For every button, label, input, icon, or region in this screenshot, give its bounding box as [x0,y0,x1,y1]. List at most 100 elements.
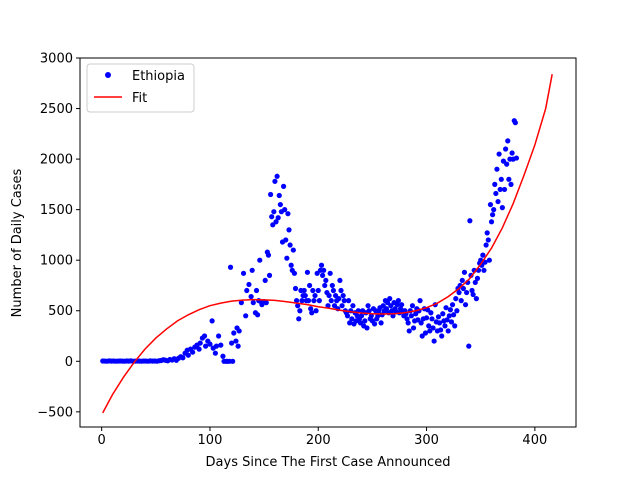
data-point [422,330,429,336]
data-point [306,282,313,289]
data-point [444,317,450,323]
x-axis-label: Days Since The First Case Announced [206,455,451,470]
data-point [366,308,372,314]
data-point [246,281,252,288]
data-point [496,151,502,157]
data-point [269,214,275,220]
data-point [314,270,320,276]
data-point [336,296,342,302]
data-point [196,346,202,352]
data-point [262,277,268,284]
x-tick-label: 0 [98,433,106,448]
data-point [349,316,355,322]
data-point [213,343,220,349]
data-point [486,257,492,263]
data-point [506,176,512,182]
data-point [395,298,401,304]
data-point [405,320,411,326]
data-point [438,327,444,333]
data-point [494,166,500,172]
data-point [290,247,296,253]
data-point [440,311,446,317]
data-point [498,176,504,182]
data-point [281,183,287,189]
x-axis: 0 100 200 300 400 [98,427,547,448]
data-point [271,209,277,215]
data-point [453,296,459,302]
legend-label-fit: Fit [132,91,147,106]
data-point [419,333,425,339]
data-point [230,358,236,364]
data-point [509,150,515,156]
data-point [357,320,364,326]
data-point [273,219,279,225]
data-point [253,287,260,294]
data-point [362,318,368,324]
data-point [470,291,476,298]
plot-frame [79,57,577,428]
data-point [310,287,316,294]
data-point [383,306,390,312]
data-point [301,287,307,294]
data-point [439,333,445,339]
data-point [285,211,291,217]
data-point [380,303,386,309]
data-point [296,316,302,322]
data-point [484,230,490,236]
data-point [347,320,353,326]
data-point [504,161,510,167]
data-point [513,155,520,161]
data-point [499,205,505,211]
data-point [321,267,327,273]
data-point [288,262,294,268]
data-point [413,311,419,317]
data-point [248,293,254,300]
data-point [464,289,470,296]
x-tick-label: 400 [522,433,547,448]
data-point [328,298,334,304]
data-point [323,277,329,284]
data-point [207,341,213,347]
data-point [340,292,346,299]
data-point [426,323,432,329]
data-point [472,279,478,286]
x-tick-label: 200 [306,433,331,448]
data-point [326,292,332,299]
data-point [466,343,472,349]
data-point [350,303,356,309]
data-point [265,252,272,258]
data-point [427,328,433,334]
data-point [275,215,281,221]
data-point [255,312,261,318]
data-point [250,300,256,306]
data-point [270,222,276,228]
data-point [492,181,498,187]
data-point [345,298,352,304]
data-point [501,186,508,193]
data-point [299,298,305,304]
data-point [417,298,423,304]
data-point [231,330,237,336]
data-point [220,353,226,359]
data-point [311,298,317,304]
data-point [462,302,469,308]
data-point [283,237,289,243]
data-point [454,308,460,314]
x-tick-label: 100 [198,433,223,448]
data-point [218,342,224,348]
data-point [431,338,437,344]
data-point [286,227,292,233]
data-point [371,321,378,327]
y-tick-label: 3000 [40,52,73,67]
plot-area [100,74,553,414]
data-point [319,272,326,278]
data-point [430,325,436,331]
data-point [497,186,503,193]
data-point [473,296,479,302]
data-point [327,270,333,276]
data-point [436,320,443,326]
data-point [274,173,280,179]
data-point [451,312,457,318]
data-point [500,158,507,164]
data-point [266,272,273,278]
